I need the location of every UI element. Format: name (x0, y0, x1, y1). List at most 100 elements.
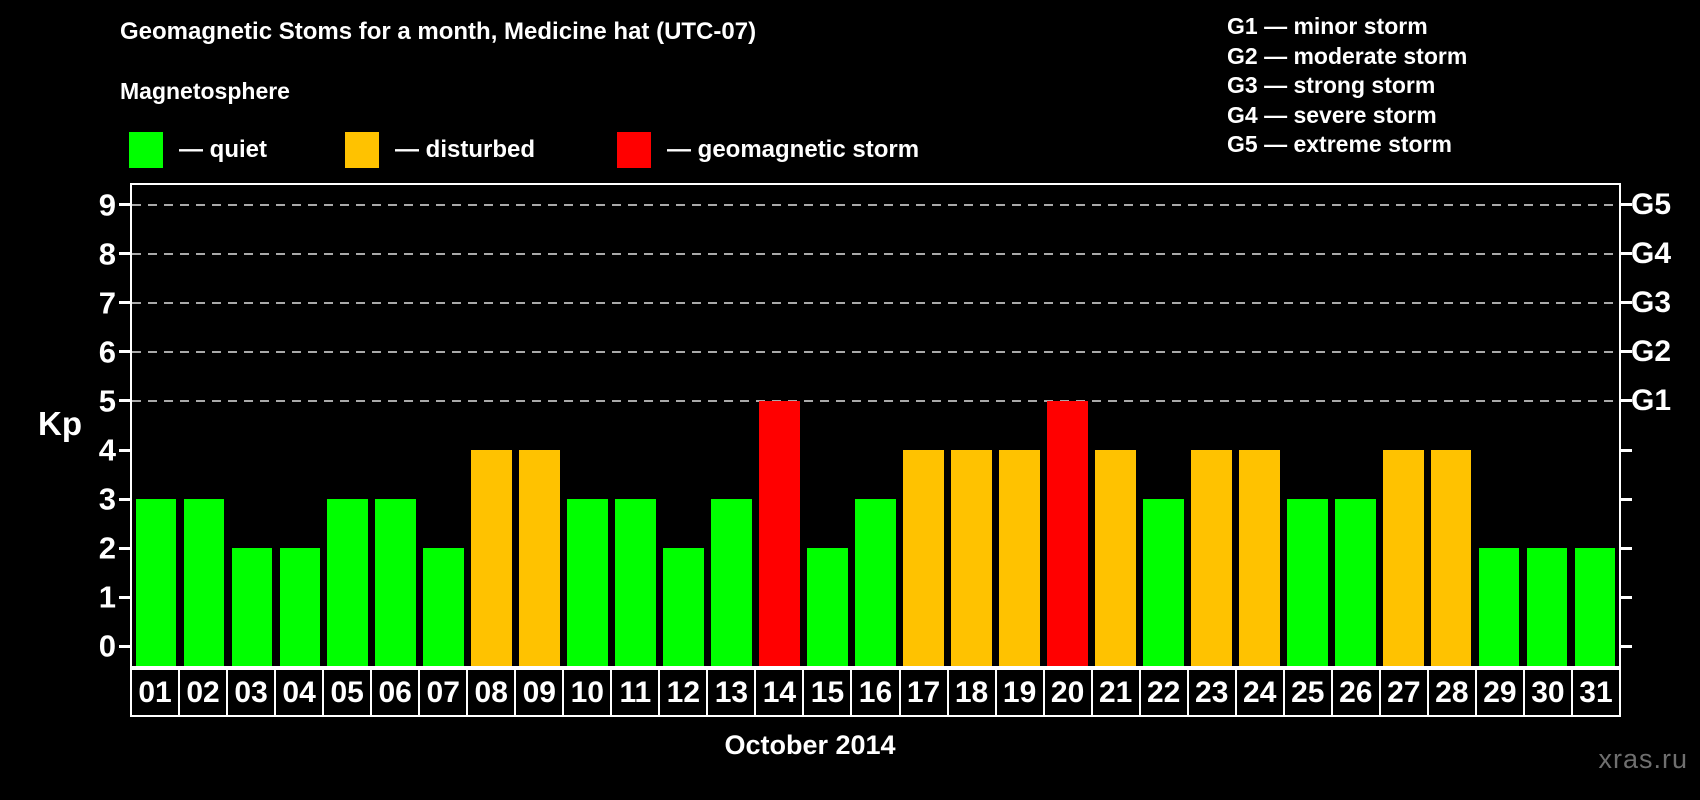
gridline-kp-7 (132, 301, 1619, 304)
kp-bar-day-13 (711, 499, 752, 666)
left-tick-kp-3 (119, 497, 130, 501)
kp-bar-day-03 (231, 548, 273, 666)
y-tick-label-3: 3 (98, 481, 116, 517)
kp-bar-day-02 (183, 499, 225, 666)
y-tick-label-6: 6 (98, 334, 116, 370)
right-tick-kp-7 (1621, 301, 1632, 305)
day-label-29: 29 (1474, 668, 1525, 717)
left-tick-kp-6 (119, 350, 130, 354)
day-label-02: 02 (178, 668, 229, 717)
plot-area: 0 1 2 3 4 5 6 7 8 9 G1 G2 G3 G4 G5 (99, 183, 1671, 668)
legend-swatch-disturbed (345, 132, 379, 168)
day-label-28: 28 (1426, 668, 1477, 717)
gridline-kp-8 (132, 252, 1619, 255)
day-label-15: 15 (802, 668, 853, 717)
y-tick-label-9: 9 (98, 187, 116, 223)
y-tick-label-8: 8 (98, 236, 116, 272)
legend-label-disturbed: — disturbed (395, 136, 536, 163)
left-tick-kp-0 (119, 644, 130, 648)
kp-bar-day-17 (903, 450, 944, 666)
right-axis-label-g3: G3 (1631, 285, 1672, 319)
x-axis-title: October 2014 (724, 730, 896, 760)
left-tick-kp-2 (119, 546, 130, 550)
day-label-26: 26 (1330, 668, 1381, 717)
day-label-08: 08 (466, 668, 517, 717)
day-label-10: 10 (562, 668, 613, 717)
kp-bar-day-18 (951, 450, 992, 666)
right-axis-label-g4: G4 (1631, 236, 1672, 270)
kp-bar-day-23 (1190, 450, 1232, 666)
kp-bar-day-25 (1286, 499, 1328, 666)
kp-bar-day-30 (1526, 548, 1568, 666)
y-tick-label-7: 7 (98, 285, 116, 321)
chart-subtitle: Magnetosphere (120, 78, 290, 104)
day-label-03: 03 (226, 668, 277, 717)
kp-bar-day-11 (615, 499, 657, 666)
y-tick-label-1: 1 (98, 579, 116, 615)
right-tick-kp-2 (1621, 546, 1632, 550)
day-label-13: 13 (706, 668, 757, 717)
legend-swatch-storm (617, 132, 651, 168)
right-tick-kp-4 (1621, 448, 1632, 452)
right-tick-kp-6 (1621, 350, 1632, 354)
left-tick-kp-7 (119, 301, 130, 305)
day-label-06: 06 (370, 668, 421, 717)
y-tick-label-2: 2 (98, 530, 116, 566)
left-tick-kp-8 (119, 252, 130, 256)
kp-bar-day-28 (1430, 450, 1472, 666)
kp-bar-day-26 (1334, 499, 1376, 666)
legend-label-quiet: — quiet (179, 136, 267, 163)
day-label-20: 20 (1042, 668, 1093, 717)
day-label-22: 22 (1138, 668, 1189, 717)
left-tick-kp-9 (119, 203, 130, 207)
day-label-14: 14 (754, 668, 805, 717)
day-label-11: 11 (610, 668, 661, 717)
day-label-16: 16 (850, 668, 901, 717)
day-label-23: 23 (1186, 668, 1237, 717)
legend-item-disturbed: — disturbed (345, 131, 535, 169)
kp-bar-day-08 (471, 450, 513, 666)
day-label-05: 05 (322, 668, 373, 717)
kp-bar-day-20 (1046, 400, 1088, 666)
right-axis-label-g5: G5 (1631, 187, 1672, 221)
day-label-01: 01 (130, 668, 181, 717)
legend-item-quiet: — quiet (129, 131, 267, 169)
left-tick-kp-4 (119, 448, 130, 452)
kp-bar-day-24 (1238, 450, 1280, 666)
g-scale-legend: G1 — minor storm G2 — moderate storm G3 — … (1227, 12, 1467, 160)
legend-item-storm: — geomagnetic storm (617, 131, 919, 169)
day-label-25: 25 (1282, 668, 1333, 717)
y-tick-label-5: 5 (98, 383, 116, 419)
kp-bar-day-12 (663, 548, 704, 666)
kp-bar-day-07 (423, 548, 465, 666)
legend-swatch-quiet (129, 132, 163, 168)
right-axis-label-g2: G2 (1631, 334, 1672, 368)
kp-bar-day-19 (999, 450, 1040, 666)
chart-title: Geomagnetic Stoms for a month, Medicine … (120, 18, 757, 45)
kp-bar-day-10 (567, 499, 609, 666)
kp-bar-day-21 (1094, 450, 1136, 666)
right-tick-kp-0 (1621, 644, 1632, 648)
kp-bar-day-01 (135, 499, 177, 666)
right-tick-kp-3 (1621, 497, 1632, 501)
y-tick-label-0: 0 (98, 628, 116, 664)
day-label-19: 19 (994, 668, 1045, 717)
right-axis-label-g1: G1 (1631, 383, 1672, 417)
kp-bar-day-09 (519, 450, 561, 666)
g-scale-legend-line-3: G3 — strong storm (1227, 72, 1436, 98)
day-label-04: 04 (274, 668, 325, 717)
right-tick-kp-5 (1621, 399, 1632, 403)
day-label-09: 09 (514, 668, 565, 717)
day-label-27: 27 (1378, 668, 1429, 717)
y-tick-label-4: 4 (98, 432, 116, 468)
day-label-18: 18 (946, 668, 997, 717)
day-label-30: 30 (1522, 668, 1573, 717)
left-tick-kp-1 (119, 595, 130, 599)
g-scale-legend-line-1: G1 — minor storm (1227, 13, 1428, 39)
gridline-kp-5 (132, 399, 1619, 402)
legend-label-storm: — geomagnetic storm (667, 136, 920, 163)
gridline-kp-6 (132, 350, 1619, 353)
y-axis-title: Kp (38, 405, 82, 442)
day-label-17: 17 (898, 668, 949, 717)
